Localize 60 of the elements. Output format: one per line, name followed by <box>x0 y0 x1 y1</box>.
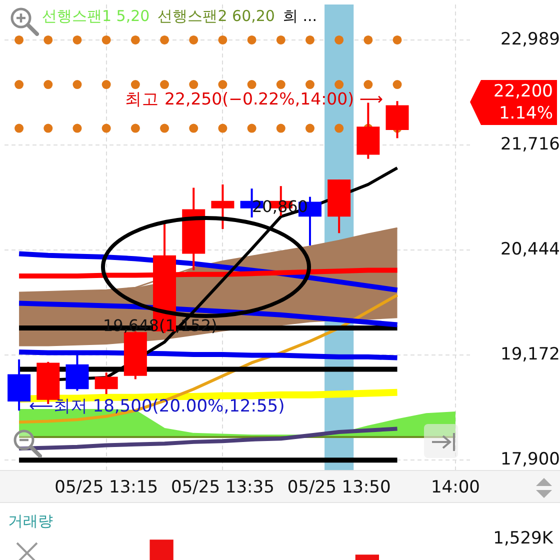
point <box>334 80 344 90</box>
point <box>305 80 314 90</box>
point <box>102 35 111 44</box>
point <box>364 80 373 90</box>
text: 희 ... <box>282 6 318 25</box>
point <box>44 124 53 133</box>
point <box>392 35 402 44</box>
point <box>160 35 170 44</box>
point <box>130 124 140 133</box>
point <box>334 35 344 44</box>
point <box>72 124 82 133</box>
point <box>247 35 256 44</box>
point <box>189 124 198 133</box>
point <box>305 35 314 44</box>
text: 1.14% <box>498 103 553 124</box>
point <box>14 124 24 133</box>
y-tick-label: 20,444 <box>500 240 560 260</box>
point <box>44 35 53 44</box>
point <box>334 124 344 133</box>
annotation: 20,860 <box>252 197 308 216</box>
y-tick-label: 19,172 <box>500 344 560 365</box>
y-tick-label: 17,900 <box>500 450 560 470</box>
point <box>276 124 286 133</box>
text: 1,529K <box>493 528 554 548</box>
y-tick-label: 22,989 <box>500 29 560 50</box>
point <box>218 124 228 133</box>
text: 선행스팬2 60,20 <box>158 6 275 25</box>
point <box>305 124 314 133</box>
chart-title: 거래량 <box>8 512 53 530</box>
point <box>14 80 24 90</box>
point <box>392 80 402 90</box>
text: 22,200 <box>494 81 553 102</box>
candlestick <box>94 372 118 396</box>
point <box>364 35 373 44</box>
y-tick-label: 21,716 <box>500 134 560 155</box>
point <box>160 124 170 133</box>
point <box>189 80 198 90</box>
point <box>189 35 198 44</box>
point <box>247 124 256 133</box>
point <box>218 35 228 44</box>
point <box>130 80 140 90</box>
point <box>44 80 53 90</box>
point <box>130 35 140 44</box>
point <box>102 124 111 133</box>
x-tick-label: 05/25 13:15 <box>54 478 158 498</box>
point <box>276 80 286 90</box>
text: 선행스팬1 5,20 <box>42 6 150 25</box>
x-tick-label: 05/25 13:35 <box>171 478 274 498</box>
point <box>276 35 286 44</box>
point <box>218 80 228 90</box>
annotation: 최고 22,250(−0.22%,14:00) ⟶ <box>125 89 383 108</box>
point <box>102 80 111 90</box>
point <box>14 35 24 44</box>
point <box>72 80 82 90</box>
candlestick <box>211 183 234 230</box>
x-tick-label: 14:00 <box>430 478 480 498</box>
point <box>72 35 82 44</box>
x-tick-label: 05/25 13:50 <box>287 478 391 498</box>
point <box>247 80 256 90</box>
point <box>160 80 170 90</box>
